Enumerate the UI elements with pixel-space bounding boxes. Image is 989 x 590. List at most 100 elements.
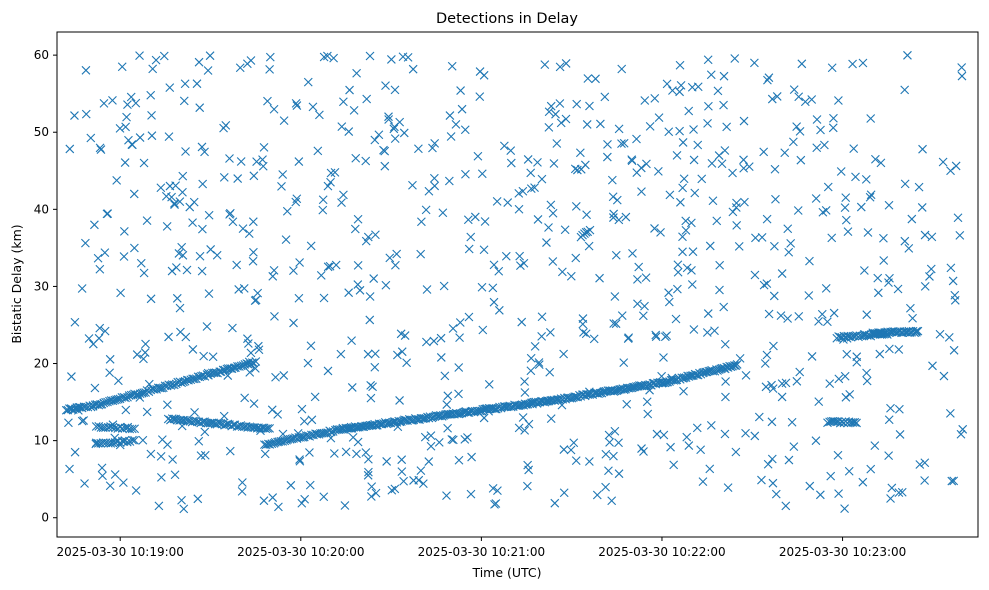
data-point (370, 362, 380, 372)
data-point (421, 337, 431, 347)
data-point (844, 466, 854, 476)
data-point (367, 482, 377, 492)
data-point (263, 424, 273, 433)
data-point (848, 59, 857, 69)
data-point (581, 329, 591, 339)
data-point (108, 420, 118, 430)
data-point (720, 429, 730, 439)
data-point (263, 96, 272, 106)
data-point (664, 288, 673, 298)
data-point (105, 396, 114, 406)
data-point (915, 460, 925, 469)
data-point (479, 413, 489, 423)
data-point (291, 197, 301, 207)
data-point (455, 318, 465, 327)
data-point (900, 236, 910, 246)
data-point (739, 116, 749, 126)
data-point (730, 361, 739, 370)
data-point (350, 224, 360, 234)
data-point (447, 435, 457, 444)
data-point (188, 345, 198, 354)
data-point (645, 121, 655, 131)
data-point (116, 288, 125, 298)
data-point (121, 122, 130, 132)
data-point (662, 377, 671, 387)
data-point (640, 96, 650, 105)
data-point (123, 100, 132, 109)
data-point (804, 291, 814, 300)
data-point (851, 172, 860, 182)
data-point (200, 147, 209, 157)
data-point (875, 349, 885, 359)
data-point (534, 360, 544, 369)
data-point (434, 437, 444, 447)
data-point (506, 158, 516, 168)
data-point (141, 339, 150, 349)
data-point (826, 471, 836, 481)
data-point (447, 61, 457, 71)
data-point (448, 435, 458, 445)
data-point (171, 181, 180, 191)
data-point (681, 225, 691, 235)
data-point (677, 373, 687, 383)
data-point (664, 127, 674, 137)
data-point (601, 482, 610, 492)
data-point (362, 94, 372, 104)
data-point (124, 135, 133, 145)
data-point (820, 140, 829, 150)
data-point (543, 396, 552, 406)
data-point (679, 174, 689, 184)
data-point (807, 352, 817, 361)
data-point (858, 477, 868, 487)
data-point (627, 155, 637, 164)
data-point (678, 183, 688, 193)
data-point (515, 251, 525, 261)
data-point (120, 158, 130, 167)
data-point (370, 135, 380, 145)
data-point (306, 341, 316, 351)
data-point (906, 303, 915, 313)
data-point (118, 478, 128, 488)
x-tick-label: 2025-03-30 10:19:00 (56, 545, 183, 559)
data-point (387, 485, 397, 495)
data-point (796, 155, 806, 165)
data-point (381, 81, 390, 91)
data-point (817, 309, 827, 319)
data-point (829, 308, 839, 318)
data-point (551, 109, 560, 119)
data-point (420, 432, 430, 442)
data-point (537, 174, 547, 184)
data-point (640, 301, 649, 311)
data-point (199, 351, 209, 361)
data-point (121, 405, 131, 415)
data-point (545, 327, 555, 337)
data-point (506, 146, 516, 155)
data-point (200, 427, 210, 437)
data-point (178, 171, 188, 181)
data-point (815, 490, 825, 500)
data-point (81, 65, 91, 75)
marker-layer (61, 50, 968, 514)
data-point (249, 247, 258, 257)
data-point (142, 216, 152, 226)
data-point (542, 238, 551, 247)
data-point (544, 107, 554, 117)
data-point (945, 408, 955, 418)
data-point (95, 323, 105, 333)
data-point (561, 59, 571, 68)
data-point (195, 103, 205, 113)
data-point (123, 422, 133, 432)
data-point (842, 333, 852, 343)
data-point (105, 354, 115, 364)
data-point (494, 266, 504, 276)
data-point (205, 51, 215, 61)
data-point (319, 492, 329, 502)
data-point (834, 96, 843, 105)
data-point (768, 478, 778, 488)
data-point (223, 371, 233, 380)
data-point (741, 428, 750, 438)
data-point (374, 130, 384, 140)
data-point (763, 75, 772, 85)
data-point (777, 379, 787, 389)
data-point (347, 383, 357, 392)
